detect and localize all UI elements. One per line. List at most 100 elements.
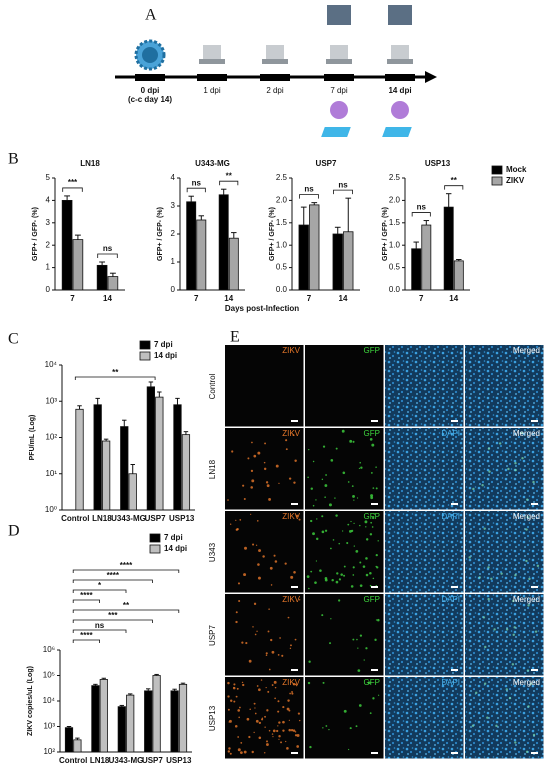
micrograph: Merged [465,511,544,593]
bar [173,404,182,511]
signal-dot [498,442,502,445]
scale-bar [531,752,538,754]
significance-label: *** [68,178,78,187]
signal-dot [275,464,279,468]
y-tick-label: 1 [171,257,176,266]
y-tick-label: 4 [46,196,51,205]
scale-bar [291,503,298,505]
significance-label: ** [451,176,458,185]
signal-dot [472,487,475,491]
significance-label: *** [108,611,118,620]
signal-dot [298,719,301,722]
signal-dot [254,712,257,715]
channel-label: DAPI [441,678,460,687]
micrograph-image [385,345,464,427]
panel-letter: B [8,151,19,168]
channel-label: Merged [513,678,540,687]
y-tick-label: 0 [171,285,176,294]
signal-dot [375,487,378,490]
channel-label: ZIKV [282,346,300,355]
y-tick-label: 1 [46,263,51,272]
y-axis-label: GFP+ / GFP- (%) [157,207,164,261]
y-tick-label: 1.5 [389,218,401,227]
signal-dot [315,560,318,562]
signal-dot [351,485,354,488]
x-tick-label: USP7 [145,514,166,523]
signal-dot [265,652,268,655]
signal-dot [514,468,517,472]
signal-dot [253,731,255,734]
signal-dot [324,529,328,532]
signal-dot [265,686,267,689]
signal-dot [228,719,232,723]
signal-dot [290,644,292,647]
signal-dot [272,736,274,738]
signal-dot [342,471,346,475]
signal-dot [239,751,243,755]
channel-label: Merged [513,346,540,355]
signal-dot [370,521,373,524]
signal-dot [263,752,266,754]
y-tick-label: 3 [171,201,176,210]
micrograph: ZIKV [225,511,304,593]
scale-bar [291,752,298,754]
signal-dot [295,684,298,687]
signal-dot [271,733,274,735]
signal-dot [328,728,330,731]
signal-dot [274,686,277,689]
signal-dot [482,616,486,619]
signal-dot [278,721,281,724]
significance-label: ns [417,203,427,212]
y-tick-label: 0.0 [389,285,401,294]
signal-dot [332,539,335,541]
signal-dot [251,441,253,444]
bar [228,237,239,291]
micrograph-image [225,511,304,593]
signal-dot [487,447,491,450]
bar [99,679,108,753]
y-tick-label: 3 [46,218,51,227]
signal-dot [294,731,297,733]
y-tick-label: 2.5 [389,173,401,182]
signal-dot [227,708,230,711]
signal-dot [234,724,238,728]
signal-dot [227,750,231,753]
signal-dot [514,461,517,465]
signal-dot [483,527,486,530]
bar [309,204,320,291]
bar [170,690,179,753]
significance-label: * [98,581,102,590]
signal-dot [241,681,244,684]
signal-dot [529,682,533,686]
signal-dot [270,584,273,586]
signal-dot [534,630,538,633]
signal-dot [267,630,270,633]
micrograph-image [465,677,544,759]
plate-icon [321,127,351,137]
signal-dot [505,688,508,691]
chart-title: USP13 [425,159,451,168]
signal-dot [265,654,268,657]
legend-swatch [149,544,161,554]
significance-bracket [62,187,83,192]
legend-label: 7 dpi [164,533,183,542]
signal-dot [343,709,347,713]
signal-dot [512,633,515,637]
signal-dot [258,721,262,725]
y-axis-label: GFP+ / GFP- (%) [269,207,276,261]
signal-dot [236,687,239,690]
signal-dot [341,530,344,532]
signal-dot [536,564,540,568]
signal-dot [235,528,238,531]
legend-swatch [139,340,151,350]
signal-dot [343,574,346,577]
signal-dot [353,499,355,501]
signal-dot [268,668,271,671]
signal-dot [353,522,355,525]
signal-dot [266,743,269,746]
signal-dot [306,575,310,579]
signal-dot [335,514,338,517]
signal-dot [250,469,254,473]
y-tick-label: 10⁰ [45,505,57,514]
